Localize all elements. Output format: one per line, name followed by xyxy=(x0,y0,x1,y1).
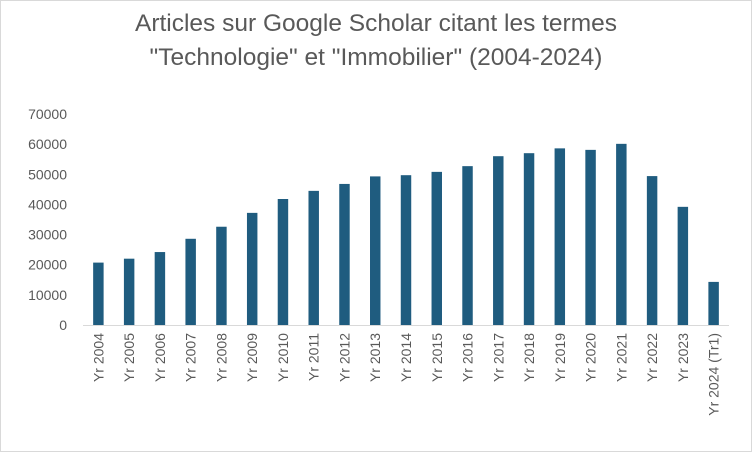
x-tick-label: Yr 2022 xyxy=(644,333,660,382)
bar xyxy=(123,258,135,325)
chart-title: Articles sur Google Scholar citant les t… xyxy=(1,7,751,75)
x-tick-label: Yr 2020 xyxy=(583,333,599,382)
x-tick-label: Yr 2005 xyxy=(121,333,137,382)
x-tick-label: Yr 2007 xyxy=(183,333,199,382)
bar xyxy=(339,183,350,325)
bar xyxy=(154,252,166,325)
y-tick-label: 60000 xyxy=(28,136,67,152)
bar xyxy=(431,171,442,325)
y-tick-label: 10000 xyxy=(28,287,67,303)
x-tick-label: Yr 2014 xyxy=(398,333,414,382)
bar xyxy=(708,281,719,325)
bar xyxy=(493,156,504,325)
bar xyxy=(216,226,227,325)
x-tick-label: Yr 2013 xyxy=(367,333,383,382)
bar xyxy=(370,176,381,325)
bar xyxy=(677,206,689,325)
bar xyxy=(93,262,104,325)
y-tick-label: 50000 xyxy=(28,166,67,182)
x-tick-label: Yr 2017 xyxy=(490,333,506,382)
bar xyxy=(554,148,566,325)
x-tick-label: Yr 2018 xyxy=(521,333,537,382)
y-tick-label: 70000 xyxy=(28,106,67,122)
x-tick-label: Yr 2024 (Tr1) xyxy=(706,333,722,416)
x-tick-label: Yr 2016 xyxy=(460,333,476,382)
y-tick-label: 30000 xyxy=(28,227,67,243)
bar xyxy=(246,212,258,325)
x-tick-label: Yr 2021 xyxy=(613,333,629,382)
x-tick-label: Yr 2009 xyxy=(244,333,260,382)
x-tick-label: Yr 2019 xyxy=(552,333,568,382)
y-tick-label: 40000 xyxy=(28,196,67,212)
x-tick-label: Yr 2004 xyxy=(90,333,106,382)
x-tick-label: Yr 2011 xyxy=(306,333,322,381)
bar xyxy=(277,199,289,325)
chart-title-line-1: Articles sur Google Scholar citant les t… xyxy=(134,10,618,37)
bar xyxy=(185,238,196,325)
x-tick-label: Yr 2008 xyxy=(213,333,229,382)
bar xyxy=(646,176,658,325)
y-tick-label: 0 xyxy=(59,317,67,333)
x-tick-label: Yr 2015 xyxy=(429,333,445,382)
bar xyxy=(462,166,473,325)
x-tick-label: Yr 2012 xyxy=(336,333,352,382)
bar xyxy=(523,153,535,325)
x-tick-label: Yr 2023 xyxy=(675,333,691,382)
bar xyxy=(308,190,319,325)
x-tick-label: Yr 2010 xyxy=(275,333,291,382)
chart-title-line-2: "Technologie" et "Immobilier" (2004-2024… xyxy=(149,44,603,71)
bar xyxy=(400,175,412,325)
x-tick-label: Yr 2006 xyxy=(152,333,168,382)
bar xyxy=(616,143,627,325)
y-tick-label: 20000 xyxy=(28,257,67,273)
bar xyxy=(585,149,596,325)
